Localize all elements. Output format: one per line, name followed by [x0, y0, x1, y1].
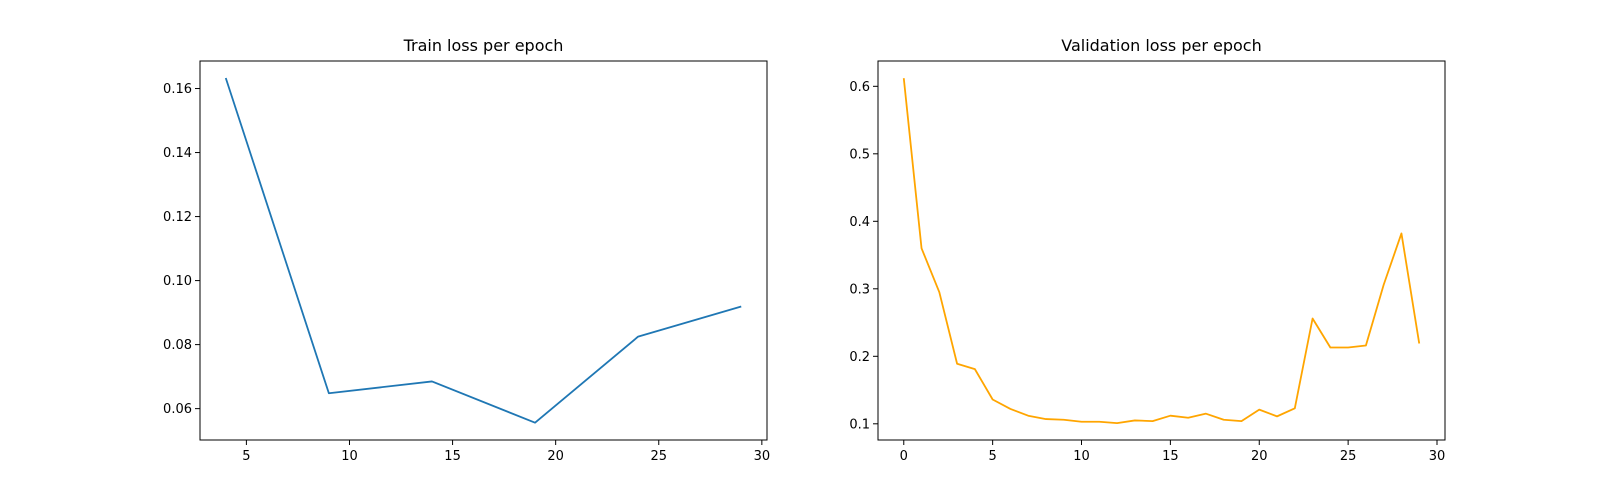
series-line — [902, 78, 1421, 425]
chart-title: Validation loss per epoch — [1061, 36, 1261, 55]
x-tick-label: 20 — [547, 449, 564, 464]
y-tick-label: 0.3 — [849, 282, 870, 297]
x-tick-label: 5 — [989, 449, 997, 464]
y-tick-label: 0.10 — [163, 274, 192, 289]
x-tick-label: 30 — [1429, 449, 1446, 464]
validation-loss-chart: Validation loss per epoch 0 5 10 15 20 25 30 0.1… — [849, 36, 1446, 464]
x-tick-label: 25 — [650, 449, 667, 464]
series-line — [224, 77, 742, 424]
y-tick-label: 0.5 — [849, 147, 870, 162]
y-tick-label: 0.6 — [849, 80, 870, 95]
y-tick-label: 0.08 — [163, 338, 192, 353]
x-tick-label: 15 — [444, 449, 461, 464]
y-tick-label: 0.16 — [163, 82, 192, 97]
y-tick-label: 0.1 — [849, 417, 870, 432]
y-tick-label: 0.4 — [849, 215, 870, 230]
train-loss-chart: Train loss per epoch 5 10 15 20 25 30 0.06 0.08 0… — [163, 36, 770, 464]
y-tick-label: 0.2 — [849, 350, 870, 365]
chart-title: Train loss per epoch — [403, 36, 564, 55]
x-tick-label: 10 — [341, 449, 358, 464]
y-tick-label: 0.12 — [163, 210, 192, 225]
axes-frame — [877, 60, 1446, 441]
x-tick-label: 30 — [754, 449, 771, 464]
x-tick-label: 5 — [242, 449, 250, 464]
x-tick-label: 10 — [1073, 449, 1090, 464]
x-tick-label: 20 — [1251, 449, 1268, 464]
x-tick-label: 25 — [1340, 449, 1357, 464]
y-tick-label: 0.06 — [163, 402, 192, 417]
x-tick-label: 15 — [1162, 449, 1179, 464]
x-tick-label: 0 — [900, 449, 908, 464]
axes-frame — [199, 60, 768, 441]
y-tick-label: 0.14 — [163, 146, 192, 161]
